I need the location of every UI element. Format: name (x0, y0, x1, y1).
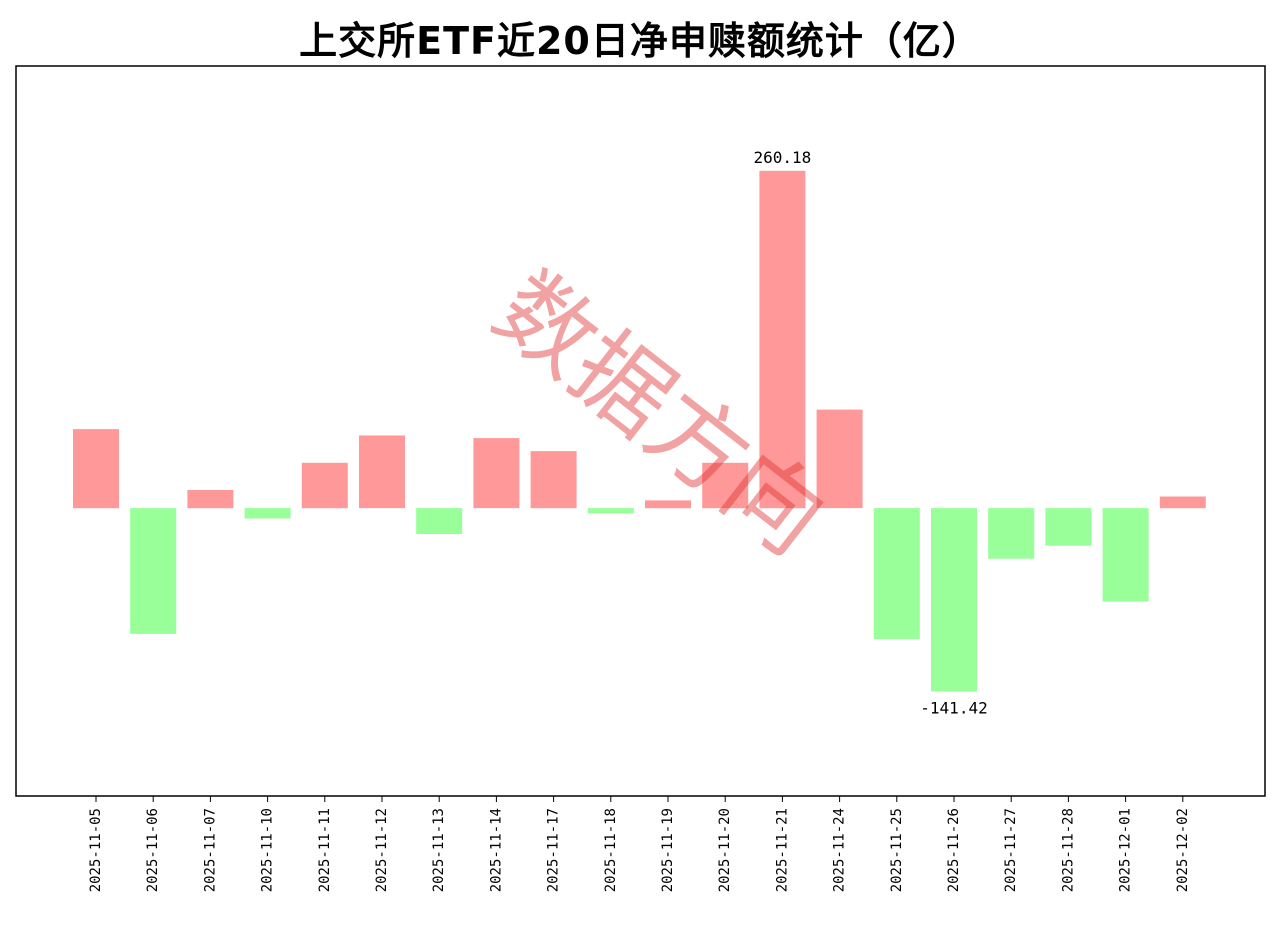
x-tick-label: 2025-11-12 (374, 808, 390, 892)
bar-2025-11-25 (873, 508, 920, 640)
bar-2025-11-06 (130, 508, 177, 634)
bar-2025-12-02 (1159, 496, 1206, 509)
bar-2025-11-27 (988, 508, 1035, 559)
x-tick-label: 2025-12-02 (1175, 808, 1191, 892)
bar-2025-11-18 (587, 508, 634, 514)
x-tick-label: 2025-11-06 (145, 808, 161, 892)
x-tick-label: 2025-11-14 (488, 808, 504, 892)
data-label: -141.42 (920, 699, 987, 718)
bar-2025-11-11 (301, 462, 348, 509)
x-tick-label: 2025-12-01 (1118, 808, 1134, 892)
x-tick-label: 2025-11-18 (603, 808, 619, 892)
bar-2025-11-20 (702, 462, 749, 509)
x-tick-label: 2025-11-20 (717, 808, 733, 892)
x-tick-label: 2025-11-05 (88, 808, 104, 892)
bar-2025-11-14 (473, 438, 520, 509)
bar-2025-11-17 (530, 451, 577, 509)
x-tick-label: 2025-11-13 (431, 808, 447, 892)
x-tick-label: 2025-11-07 (202, 808, 218, 892)
bar-2025-11-10 (244, 508, 291, 519)
data-labels-group: 260.18 -141.42 (754, 148, 988, 718)
bar-2025-11-21 (759, 170, 806, 509)
x-tick-label: 2025-11-27 (1003, 808, 1019, 892)
bars-group (73, 170, 1206, 692)
bar-2025-11-19 (645, 500, 691, 509)
bar-2025-12-01 (1102, 508, 1149, 602)
x-tick-label: 2025-11-24 (832, 808, 848, 892)
x-tick-label: 2025-11-21 (774, 808, 790, 892)
bar-2025-11-13 (416, 508, 463, 534)
x-tick-label: 2025-11-11 (317, 808, 333, 892)
bar-2025-11-05 (73, 429, 119, 509)
bar-2025-11-26 (931, 508, 977, 692)
plot-frame (15, 65, 1266, 797)
x-tick-label: 2025-11-19 (660, 808, 676, 892)
bar-2025-11-07 (187, 490, 234, 509)
bar-2025-11-24 (816, 409, 863, 509)
x-tick-label: 2025-11-10 (260, 808, 276, 892)
x-ticks-group: 2025-11-05 2025-11-06 2025-11-07 2025-11-10… (88, 796, 1191, 892)
x-tick-label: 2025-11-25 (889, 808, 905, 892)
bar-2025-11-28 (1045, 508, 1092, 546)
x-tick-label: 2025-11-17 (546, 808, 562, 892)
chart-title: 上交所ETF近20日净申赎额统计（亿） (299, 19, 981, 63)
x-tick-label: 2025-11-26 (946, 808, 962, 892)
x-tick-label: 2025-11-28 (1060, 808, 1076, 892)
bar-2025-11-12 (359, 435, 405, 509)
data-label: 260.18 (754, 148, 812, 167)
